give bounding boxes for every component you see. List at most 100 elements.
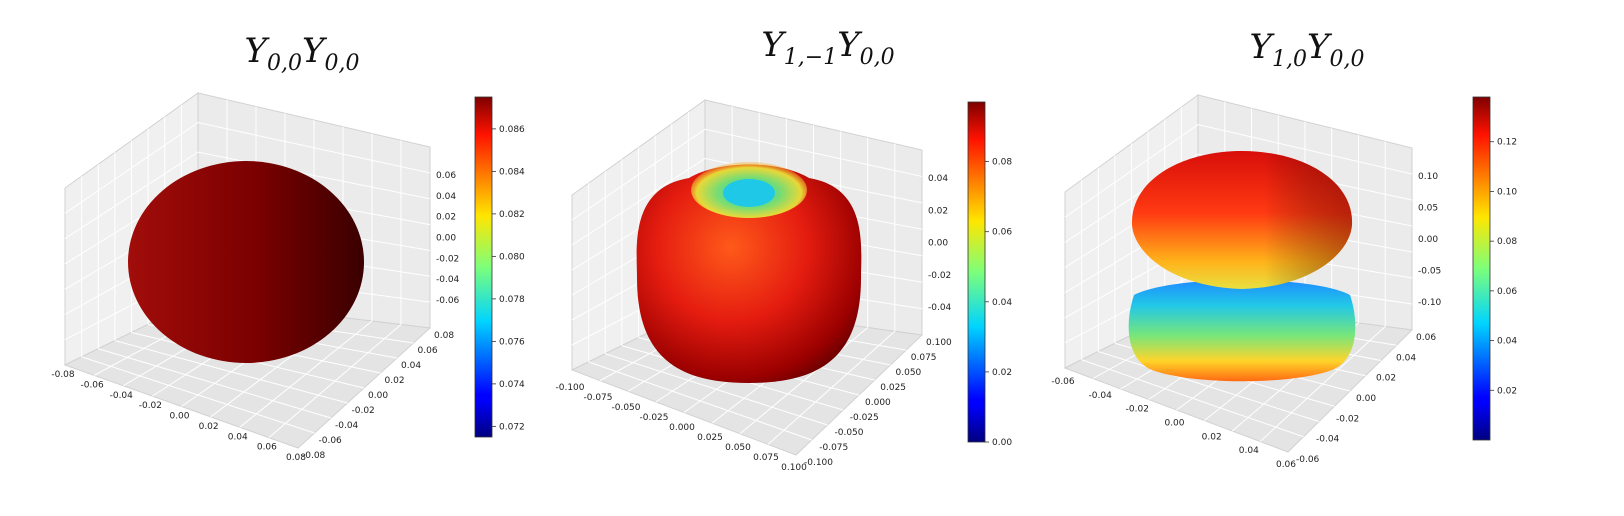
colorbar-tick-label: 0.02 [1497,386,1517,396]
y-tick-label: -0.08 [302,451,326,461]
tick-labels: -0.100-0.075-0.050-0.0250.0000.0250.0500… [555,174,952,473]
surface [128,161,364,363]
colorbar-tick-label: 0.084 [499,167,525,177]
z-tick-label: 0.00 [436,234,456,244]
grid-line [268,324,402,439]
x-tick-label: -0.04 [110,391,134,401]
upper-lobe-shade [1131,151,1353,289]
x-tick-label: 0.000 [669,423,695,433]
colorbar-tick-label: 0.074 [499,380,525,390]
x-tick-label: -0.08 [51,370,75,380]
z-tick-label: 0.00 [1418,235,1438,245]
subplot-title: Y1,0Y0,0 [1250,27,1365,72]
z-tick-label: 0.10 [1418,172,1438,182]
z-tick-label: -0.02 [436,254,459,264]
x-tick-label: -0.100 [555,383,584,393]
sphere-surface [128,161,364,363]
z-tick-label: -0.04 [436,275,460,285]
lower-lobe [1128,280,1356,382]
grid-line [571,158,923,246]
y-tick-label: 0.06 [1416,333,1436,343]
z-tick-label: 0.05 [1418,204,1438,214]
y-tick-label: 0.00 [1356,394,1376,404]
z-tick-label: 0.04 [928,174,948,184]
y-tick-label: 0.02 [385,376,405,386]
x-tick-label: 0.00 [169,412,189,422]
grid-line [571,128,923,221]
colorbar-tick-label: 0.00 [992,438,1012,448]
colorbar-tick-label: 0.080 [499,252,525,262]
x-tick-label: -0.06 [80,380,104,390]
y-tick-label: 0.075 [911,353,937,363]
y-tick-label: 0.100 [926,338,952,348]
z-tick-label: -0.04 [928,303,952,313]
colorbar-tick-label: 0.076 [499,337,525,347]
z-tick-label: -0.05 [1418,267,1441,277]
colorbar-tick-label: 0.08 [992,158,1012,168]
y-tick-label: 0.025 [880,383,906,393]
colorbar: 0.02 0.04 0.06 0.08 0.10 0.12 [1472,96,1517,441]
y-tick-label: 0.050 [896,368,922,378]
subplot-3: Y1,0Y0,0-0.06-0.04-0.020.000.020.040.06-… [1051,27,1517,470]
y-tick-label: 0.04 [401,361,421,371]
colorbar: 0.072 0.074 0.076 0.078 0.080 0.082 0.084 0.086 [474,96,525,438]
x-tick-label: 0.08 [286,453,306,463]
colorbar: 0.00 0.02 0.04 0.06 0.08 [967,101,1012,448]
torus-hole [723,179,775,207]
colorbar-tick-label: 0.10 [1497,187,1517,197]
y-tick-label: -0.100 [804,458,833,468]
y-tick-label: -0.06 [1296,455,1320,465]
z-tick-label: 0.02 [436,213,456,223]
y-tick-label: 0.00 [368,391,388,401]
y-tick-label: 0.04 [1396,353,1416,363]
x-tick-label: -0.02 [139,401,162,411]
z-tick-label: 0.02 [928,206,948,216]
torus-surface [636,164,862,383]
x-tick-label: 0.100 [781,463,807,473]
x-tick-label: 0.02 [1202,432,1222,442]
colorbar-gradient [967,101,986,443]
y-tick-label: -0.06 [319,436,343,446]
x-tick-label: 0.050 [725,443,751,453]
colorbar-tick-label: 0.06 [1497,287,1517,297]
z-tick-label: -0.06 [436,296,460,306]
x-tick-label: -0.050 [611,403,640,413]
tick-labels: -0.08 -0.06 -0.04 -0.02 0.00 0.02 0.04 0.06 0.08… [51,171,459,463]
colorbar-gradient [474,96,493,438]
colorbar-tick-label: 0.072 [499,422,525,432]
x-tick-label: 0.00 [1164,419,1184,429]
grid-line [239,320,373,428]
grid-line [739,327,869,435]
y-tick-label: -0.04 [335,421,359,431]
grid-line [1259,326,1386,442]
grid-line [64,122,431,214]
colorbar-tick-label: 0.086 [499,125,525,135]
colorbar-tick-label: 0.082 [499,210,525,220]
z-tick-label: 0.06 [436,171,456,181]
x-tick-label: -0.06 [1051,377,1075,387]
tick-labels: -0.06-0.04-0.020.000.020.040.06 -0.06-0.0… [1051,172,1441,470]
colorbar-tick-label: 0.04 [992,298,1012,308]
z-tick-label: -0.10 [1418,298,1442,308]
subplot-title: Y0,0Y0,0 [245,31,360,76]
y-tick-label: -0.02 [1336,414,1359,424]
y-tick-label: -0.04 [1316,435,1340,445]
surface [636,162,862,383]
grid-line [767,330,896,445]
x-tick-label: 0.06 [1276,460,1296,470]
x-tick-label: 0.075 [753,453,779,463]
colorbar-gradient [1472,96,1491,441]
y-tick-label: -0.02 [352,406,375,416]
y-tick-label: 0.000 [865,398,891,408]
grid-line [64,151,431,239]
x-tick-label: 0.04 [228,432,248,442]
x-tick-label: 0.04 [1239,446,1259,456]
colorbar-tick-label: 0.04 [1497,337,1517,347]
y-tick-label: 0.06 [418,346,438,356]
x-tick-label: 0.02 [199,422,219,432]
y-tick-label: -0.050 [835,428,864,438]
subplot-1: Y0,0Y0,0 -0.08 -0.06 -0.04 -0.02 0.00 0.02 0.04… [51,31,525,463]
colorbar-tick-label: 0.02 [992,368,1012,378]
colorbar-tick-label: 0.06 [992,228,1012,238]
